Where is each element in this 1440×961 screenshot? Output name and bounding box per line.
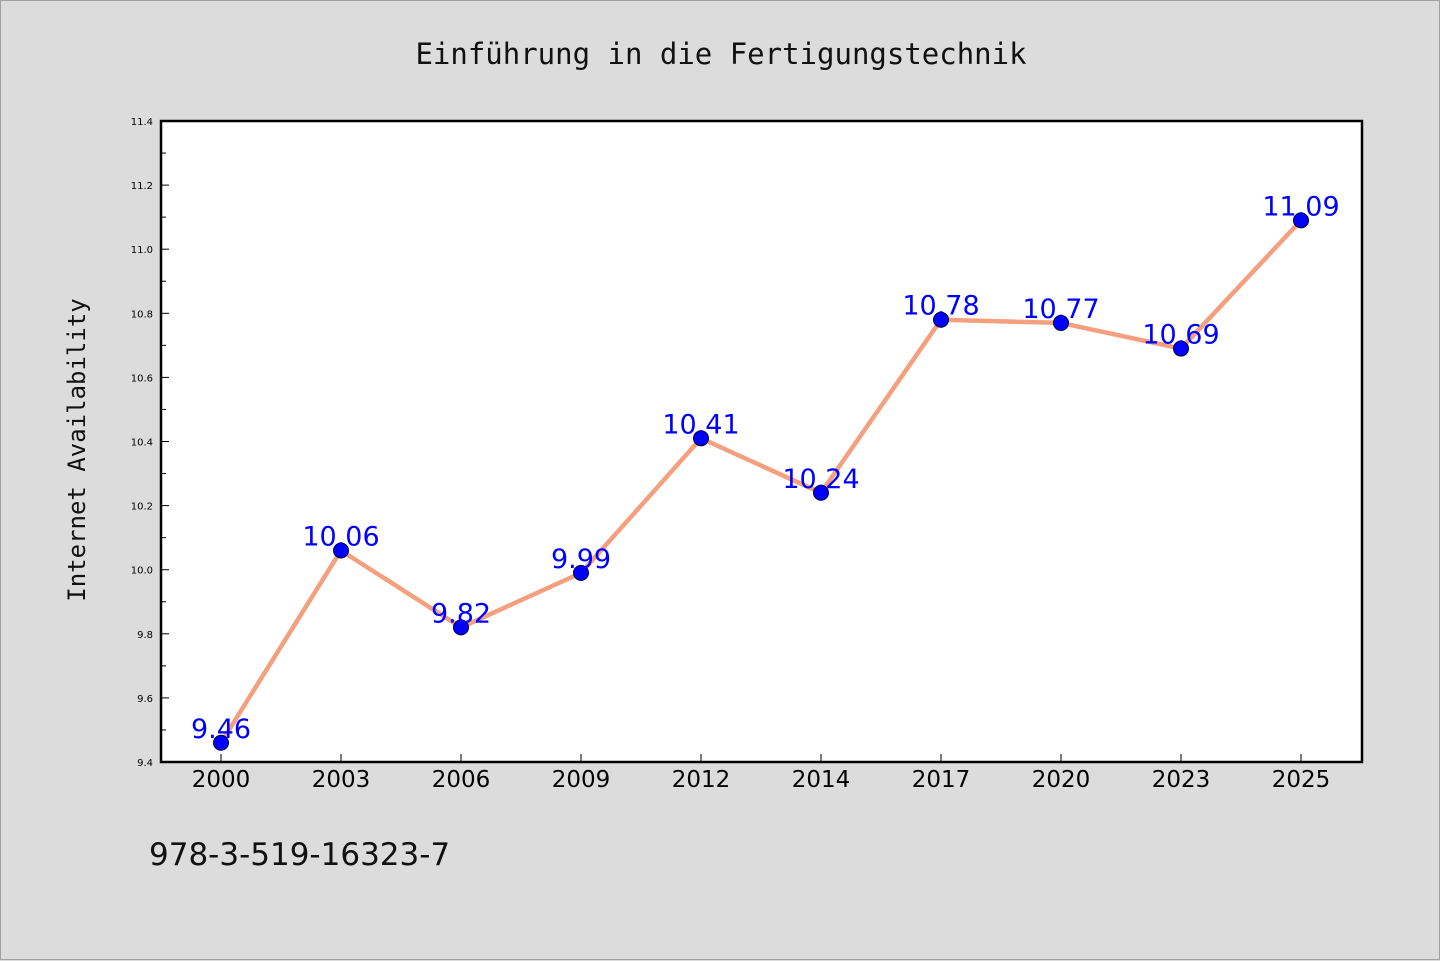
- x-tick-label: 2014: [792, 767, 851, 793]
- x-axis: 2000 2003 2006 2009 2012 2014 2017 2020 2023 2025: [192, 754, 1331, 793]
- y-tick-label: 10.6: [131, 373, 153, 384]
- series-line-segment: [578, 436, 704, 576]
- x-tick-label: 2023: [1152, 767, 1211, 793]
- y-axis-label: Internet Availability: [63, 298, 91, 601]
- x-tick-label: 2020: [1032, 767, 1091, 793]
- y-tick-label: 9.6: [137, 694, 153, 705]
- data-point-marker: [333, 542, 349, 559]
- data-point-marker: [213, 734, 229, 751]
- y-axis: 9.4 9.6 9.8 10.0 10.2 10.4 10.6 10.8 11.0 11.2 11.…: [131, 117, 169, 769]
- y-tick-label: 11.0: [131, 245, 153, 256]
- series-line-segment: [218, 548, 344, 746]
- x-tick-label: 2017: [912, 767, 971, 793]
- y-tick-label: 9.8: [137, 630, 153, 641]
- series-line-segment: [938, 317, 1064, 326]
- data-label: 10.06: [302, 521, 379, 552]
- y-tick-label: 10.0: [131, 566, 153, 577]
- data-point-marker: [693, 430, 709, 447]
- plot-area: [159, 119, 1364, 764]
- series-line-segment: [1178, 218, 1304, 351]
- data-point-marker: [933, 311, 949, 328]
- data-label: 10.41: [662, 409, 739, 440]
- y-tick-label: 11.4: [131, 117, 153, 128]
- data-label: 9.46: [191, 714, 251, 745]
- data-label: 10.78: [902, 291, 979, 322]
- series-line-segment: [698, 436, 824, 496]
- series-line-segment: [1058, 320, 1184, 351]
- y-tick-label: 11.2: [131, 181, 153, 192]
- x-tick-label: 2009: [552, 767, 611, 793]
- data-label: 11.09: [1262, 191, 1339, 222]
- data-point-marker: [573, 564, 589, 581]
- data-point-marker: [813, 484, 829, 501]
- data-label: 10.69: [1142, 320, 1219, 351]
- data-point-marker: [1053, 314, 1069, 331]
- x-tick-label: 2012: [672, 767, 731, 793]
- y-tick-label: 10.2: [131, 502, 153, 513]
- x-tick-label: 2000: [192, 767, 251, 793]
- data-label: 9.99: [551, 544, 611, 575]
- series-line-segment: [818, 317, 944, 496]
- y-tick-label: 10.8: [131, 309, 153, 320]
- x-tick-label: 2003: [312, 767, 371, 793]
- data-labels-group: 9.46 10.06 9.82 9.99 10.41 10.24 10.78 10.77 10.…: [191, 191, 1340, 744]
- series-markers-group: [213, 212, 1309, 751]
- data-label: 10.24: [782, 464, 859, 495]
- data-point-marker: [1293, 212, 1309, 229]
- x-tick-label: 2025: [1272, 767, 1331, 793]
- series-line-segment: [338, 548, 464, 630]
- y-tick-label: 9.4: [137, 758, 153, 769]
- data-point-marker: [453, 619, 469, 636]
- data-label: 9.82: [431, 598, 491, 629]
- isbn-text: 978-3-519-16323-7: [149, 837, 450, 873]
- x-tick-label: 2006: [432, 767, 491, 793]
- data-point-marker: [1173, 340, 1189, 357]
- series-line-group: [218, 218, 1304, 746]
- chart-title: Einführung in die Fertigungstechnik: [415, 37, 1027, 71]
- data-label: 10.77: [1022, 294, 1099, 325]
- series-line-segment: [458, 570, 584, 630]
- y-tick-label: 10.4: [131, 438, 153, 449]
